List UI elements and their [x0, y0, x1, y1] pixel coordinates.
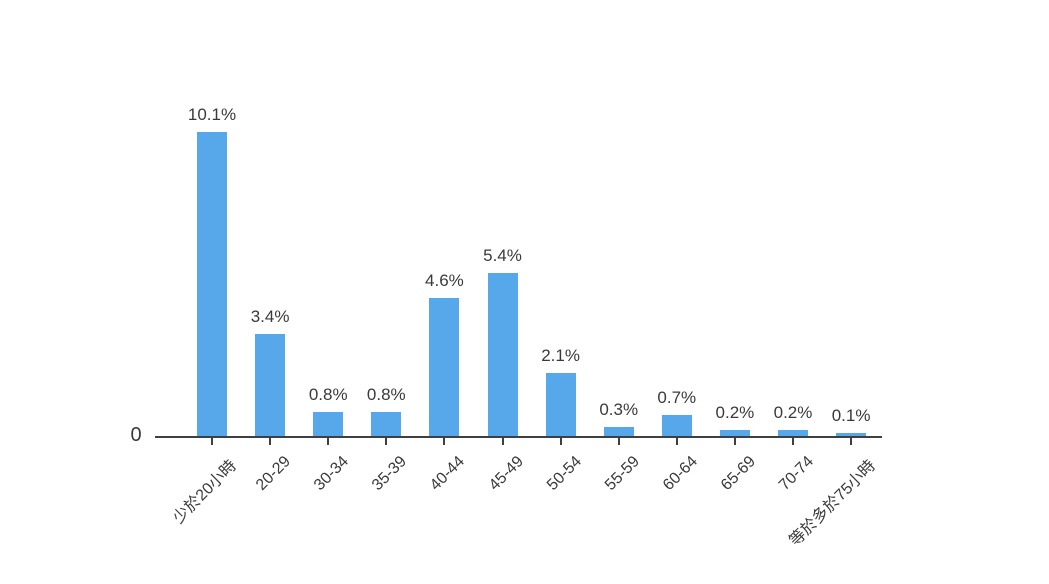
bar-value-label: 0.8% — [366, 385, 406, 404]
x-axis-category-label: 45-49 — [485, 453, 527, 494]
bar — [719, 430, 750, 436]
x-axis-tick — [327, 438, 330, 445]
x-axis-tick — [501, 438, 504, 445]
bar-value-label: 0.2% — [715, 403, 755, 422]
bar-value-label: 0.1% — [831, 406, 871, 425]
x-axis-tick — [443, 438, 446, 445]
x-axis-tick — [269, 438, 272, 445]
bar-value-label: 5.4% — [483, 246, 522, 265]
bar — [255, 334, 286, 436]
bar-value-label: 2.1% — [541, 346, 580, 365]
x-axis-tick — [617, 438, 620, 445]
x-axis-tick — [211, 438, 213, 445]
x-axis-category-label: 60-64 — [659, 453, 701, 494]
bar-value-label: 0.7% — [657, 388, 697, 407]
x-axis-line — [155, 436, 882, 438]
x-axis-category-label: 55-59 — [601, 453, 643, 494]
x-axis-category-label: 65-69 — [717, 453, 759, 494]
x-axis-tick — [850, 438, 853, 445]
x-axis-tick — [385, 438, 388, 445]
bar — [661, 415, 692, 436]
x-axis-category-label: 20-29 — [253, 453, 295, 494]
bar — [197, 132, 227, 436]
y-axis-tick-label: 0 — [130, 424, 142, 446]
x-axis-tick — [675, 438, 678, 445]
bar-value-label: 4.6% — [425, 271, 464, 290]
bar — [603, 427, 634, 436]
x-axis-category-label: 少於20小時 — [170, 457, 241, 528]
x-axis-category-label: 70-74 — [776, 453, 818, 494]
x-axis-category-label: 50-54 — [543, 453, 585, 494]
bar — [313, 412, 344, 436]
x-axis-tick — [559, 438, 562, 445]
x-axis-tick — [792, 438, 794, 445]
bar-value-label: 10.1% — [187, 105, 237, 124]
x-axis-tick — [733, 438, 736, 445]
bar — [778, 430, 808, 436]
bar-value-label: 0.3% — [599, 400, 639, 419]
bar-value-label: 0.8% — [308, 385, 348, 404]
bar — [429, 298, 460, 436]
bar-value-label: 3.4% — [250, 307, 290, 326]
bar — [487, 273, 518, 436]
bar-value-label: 0.2% — [773, 403, 813, 422]
x-axis-category-label: 40-44 — [427, 453, 469, 494]
x-axis-category-label: 35-39 — [369, 453, 411, 494]
bar — [371, 412, 402, 436]
x-axis-category-label: 30-34 — [311, 453, 353, 494]
bar — [545, 373, 576, 436]
bar — [836, 433, 867, 436]
